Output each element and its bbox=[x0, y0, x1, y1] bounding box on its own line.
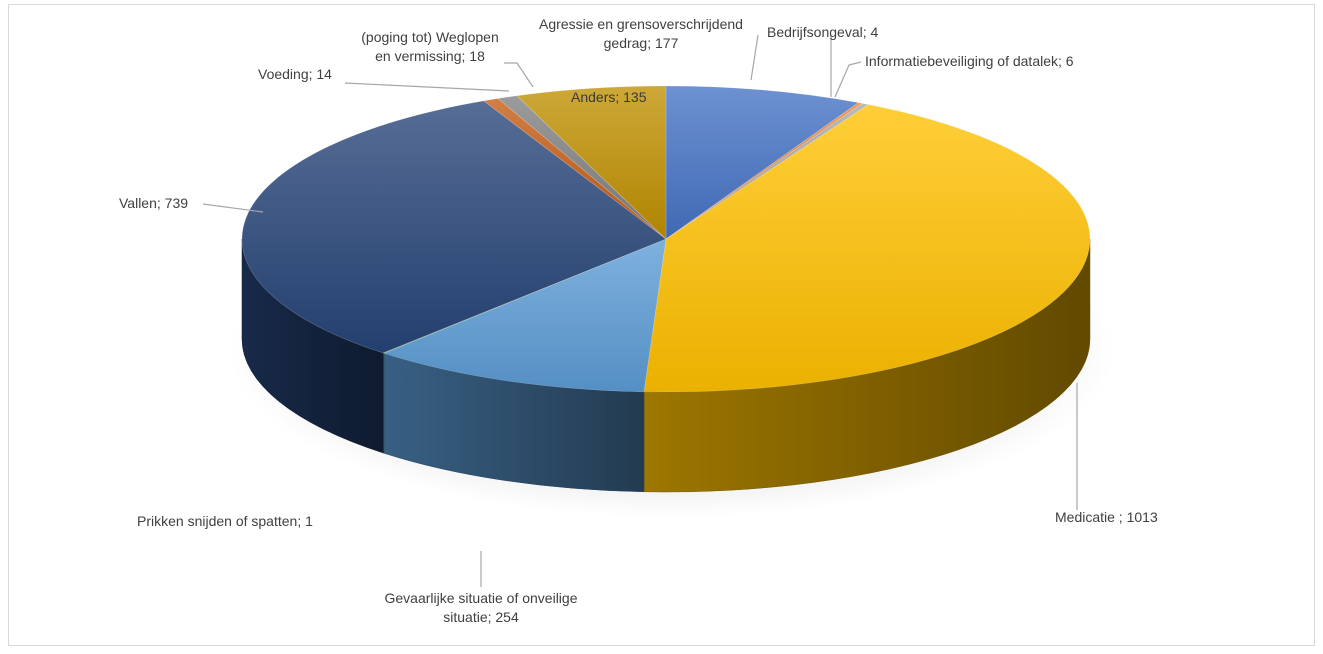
pie-slice-poging-tot-weglopen-en-vermissing[interactable] bbox=[497, 95, 667, 240]
pie-slice-medicatie[interactable] bbox=[643, 104, 1091, 393]
pie-chart: Agressie en grensoverschrijdend gedrag; 1… bbox=[119, 16, 1158, 625]
pie-slice-anders[interactable] bbox=[516, 85, 667, 240]
data-label-informatiebeveiliging-of-datalek: Informatiebeveiliging of datalek; 6 bbox=[865, 53, 1074, 69]
pie-slice-voeding[interactable] bbox=[482, 98, 667, 240]
leader-line-agressie-en-grensoverschrijdend-gedrag bbox=[750, 34, 759, 81]
data-label-gevaarlijke-situatie-of-onveilige-situatie: Gevaarlijke situatie of onveilige situati… bbox=[385, 590, 578, 625]
chart-frame: Agressie en grensoverschrijdend gedrag; 1… bbox=[8, 4, 1315, 646]
data-label-vallen: Vallen; 739 bbox=[119, 195, 188, 211]
leader-line-poging-tot-weglopen-en-vermissing bbox=[504, 62, 534, 88]
pie-slice-vallen[interactable] bbox=[241, 100, 667, 354]
data-label-prikken-snijden-of-spatten: Prikken snijden of spatten; 1 bbox=[137, 513, 313, 529]
data-label-agressie-en-grensoverschrijdend-gedrag: Agressie en grensoverschrijdend gedrag; 1… bbox=[539, 16, 743, 51]
pie-side-vallen bbox=[241, 238, 384, 454]
pie-slice-agressie-en-grensoverschrijdend-gedrag[interactable] bbox=[665, 85, 860, 240]
pie-slice-gevaarlijke-situatie-of-onveilige-situatie[interactable] bbox=[383, 238, 667, 393]
data-label-medicatie: Medicatie ; 1013 bbox=[1055, 509, 1158, 525]
data-label-anders: Anders; 135 bbox=[571, 89, 647, 105]
pie-slice-prikken-snijden-of-spatten[interactable] bbox=[382, 238, 667, 354]
pie-slice-bedrijfsongeval[interactable] bbox=[665, 102, 864, 240]
leader-line-voeding bbox=[344, 82, 510, 92]
data-label-bedrijfsongeval: Bedrijfsongeval; 4 bbox=[767, 24, 879, 40]
leader-line-vallen bbox=[202, 203, 264, 213]
data-label-poging-tot-weglopen-en-vermissing: (poging tot) Weglopen en vermissing; 18 bbox=[361, 29, 499, 64]
data-label-voeding: Voeding; 14 bbox=[258, 66, 332, 82]
leader-line-informatiebeveiliging-of-datalek bbox=[834, 61, 862, 98]
pie-slice-informatiebeveiliging-of-datalek[interactable] bbox=[665, 103, 870, 240]
